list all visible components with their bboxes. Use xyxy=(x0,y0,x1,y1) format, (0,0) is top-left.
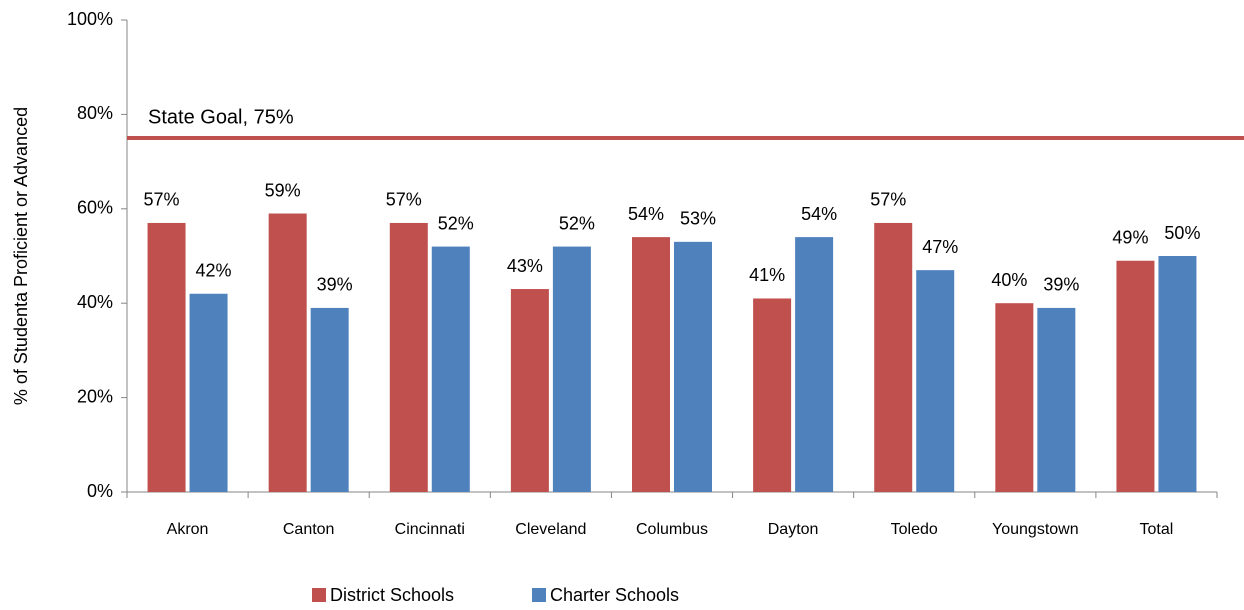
value-label: 39% xyxy=(1043,275,1079,295)
bar xyxy=(632,237,670,492)
x-tick-label: Columbus xyxy=(636,521,708,538)
value-label: 54% xyxy=(628,204,664,224)
bar xyxy=(510,289,549,492)
value-label: 49% xyxy=(1112,227,1148,247)
value-label: 39% xyxy=(317,275,353,295)
bar xyxy=(1037,307,1076,492)
y-tick-label: 20% xyxy=(77,386,113,406)
bar xyxy=(674,241,712,492)
bar xyxy=(1158,256,1197,492)
value-label: 57% xyxy=(870,190,906,210)
value-label: 50% xyxy=(1164,223,1200,243)
x-tick-label: Akron xyxy=(167,521,209,538)
bar xyxy=(431,246,470,492)
bar xyxy=(795,237,834,492)
x-tick-label: Toledo xyxy=(891,521,938,538)
bar xyxy=(552,246,591,492)
y-tick-label: 60% xyxy=(77,198,113,218)
bar xyxy=(753,298,792,492)
bar xyxy=(268,213,307,492)
reference-label: State Goal, 75% xyxy=(148,106,294,128)
legend-swatch xyxy=(532,588,546,602)
x-tick-label: Total xyxy=(1140,521,1174,538)
value-label: 43% xyxy=(507,256,543,276)
x-tick-label: Dayton xyxy=(768,521,819,538)
bar xyxy=(389,222,428,492)
x-tick-label: Cleveland xyxy=(515,521,586,538)
bar xyxy=(310,307,349,492)
legend-swatch xyxy=(312,588,326,602)
x-tick-label: Cincinnati xyxy=(395,521,465,538)
value-label: 47% xyxy=(922,237,958,257)
bar xyxy=(1116,260,1155,492)
value-label: 57% xyxy=(144,190,180,210)
value-label: 57% xyxy=(386,190,422,210)
y-tick-label: 40% xyxy=(77,292,113,312)
value-label: 40% xyxy=(991,270,1027,290)
bar xyxy=(916,270,955,492)
bar xyxy=(874,222,913,492)
value-label: 59% xyxy=(265,180,301,200)
value-label: 42% xyxy=(196,261,232,281)
y-tick-label: 100% xyxy=(67,9,113,29)
y-tick-label: 80% xyxy=(77,103,113,123)
x-tick-label: Canton xyxy=(283,521,335,538)
value-label: 41% xyxy=(749,265,785,285)
legend-label: District Schools xyxy=(330,585,454,605)
y-tick-label: 0% xyxy=(87,481,113,501)
legend-label: Charter Schools xyxy=(550,585,679,605)
bar xyxy=(995,303,1034,492)
value-label: 54% xyxy=(801,204,837,224)
value-label: 53% xyxy=(680,209,716,229)
x-tick-label: Youngstown xyxy=(992,521,1079,538)
y-axis-label: % of Studenta Proficient or Advanced xyxy=(11,107,31,405)
value-label: 52% xyxy=(559,213,595,233)
value-label: 52% xyxy=(438,213,474,233)
bar xyxy=(147,222,186,492)
bar xyxy=(189,293,228,492)
